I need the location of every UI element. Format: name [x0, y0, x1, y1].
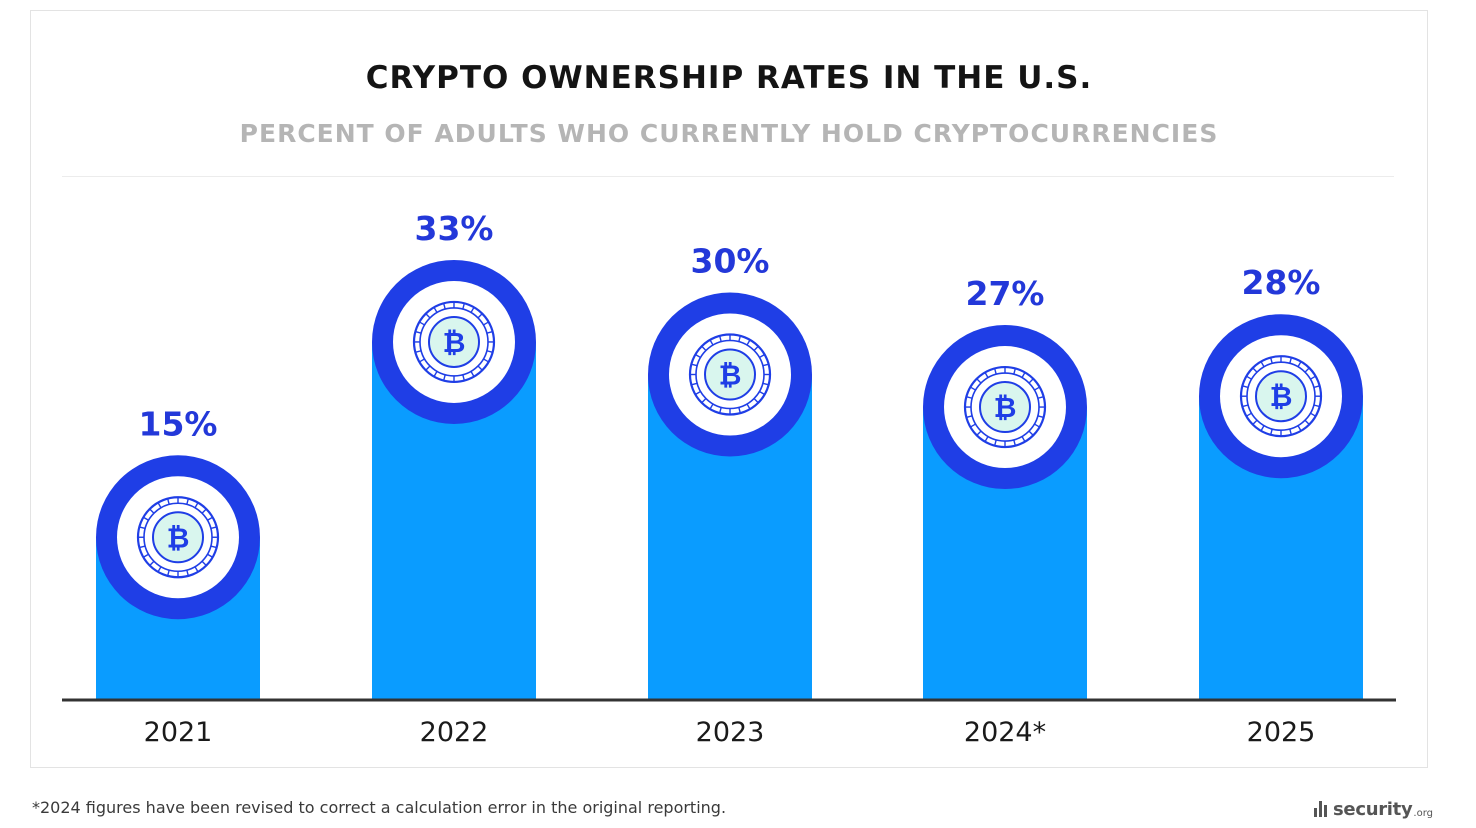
chart-title: CRYPTO OWNERSHIP RATES IN THE U.S. — [365, 60, 1093, 96]
x-tick-label: 2022 — [420, 717, 489, 748]
brand-name: security — [1333, 798, 1413, 820]
brand-tld: .org — [1413, 807, 1433, 819]
title-divider — [62, 176, 1394, 177]
bar-group-2021: ₿ 15% 2021 — [96, 404, 260, 748]
bitcoin-coin-icon: ₿ — [1239, 355, 1323, 438]
x-tick-label: 2021 — [144, 717, 213, 748]
svg-text:₿: ₿ — [167, 521, 190, 554]
data-label: 30% — [691, 242, 770, 281]
x-tick-label: 2023 — [696, 717, 765, 748]
brand-logo: security .org — [1314, 796, 1433, 822]
svg-text:₿: ₿ — [443, 326, 466, 359]
data-label: 33% — [415, 209, 494, 248]
data-label: 28% — [1242, 263, 1321, 302]
svg-text:₿: ₿ — [719, 359, 742, 392]
bitcoin-coin-icon: ₿ — [963, 365, 1047, 449]
bitcoin-coin-icon: ₿ — [688, 333, 772, 416]
data-label: 27% — [966, 274, 1045, 313]
x-tick-label: 2024* — [964, 717, 1046, 748]
bar-group-2022: ₿ 33% 2022 — [372, 209, 536, 748]
footnote: *2024 figures have been revised to corre… — [32, 798, 727, 817]
bar-group-2024: ₿ 27% 2024* — [923, 274, 1087, 748]
svg-text:₿: ₿ — [994, 391, 1017, 424]
brand-bars-icon — [1314, 801, 1329, 817]
bar-group-2025: ₿ 28% 2025 — [1199, 263, 1363, 748]
bitcoin-coin-icon: ₿ — [136, 496, 220, 579]
bitcoin-coin-icon: ₿ — [412, 300, 496, 384]
bar-group-2023: ₿ 30% 2023 — [648, 242, 812, 748]
data-label: 15% — [139, 404, 218, 443]
svg-text:₿: ₿ — [1270, 380, 1293, 413]
chart-subtitle: PERCENT OF ADULTS WHO CURRENTLY HOLD CRY… — [239, 119, 1219, 148]
x-tick-label: 2025 — [1247, 717, 1316, 748]
